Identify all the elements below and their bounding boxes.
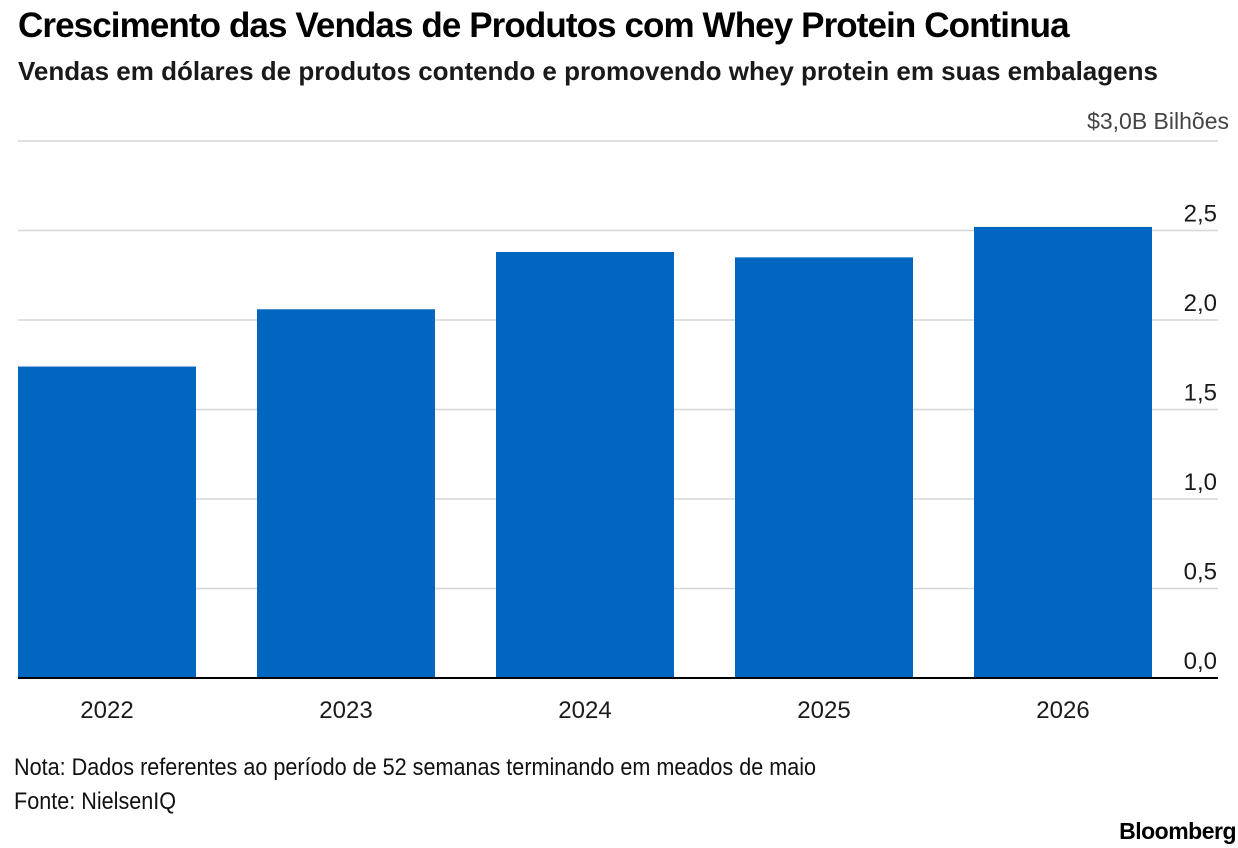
bar-2026 [974,226,1152,679]
y-axis-unit-label: $3,0B Bilhões [1087,108,1229,134]
bars [18,226,1152,679]
source-note: Fonte: NielsenIQ [14,788,177,815]
y-tick-label: 1,5 [1184,380,1217,407]
x-axis-tick-labels: 2022 2023 2024 2025 2026 [80,697,1089,724]
bar-chart: 0,0 0,5 1,0 1,5 2,0 2,5 $3,0B Bilhões 2022 2023… [18,108,1229,724]
y-tick-label: 2,5 [1184,201,1217,228]
bar-2025 [735,257,913,678]
bloomberg-logo: Bloomberg [1119,818,1236,844]
bar-2023 [257,309,435,678]
x-tick-label: 2025 [797,697,850,724]
y-axis-tick-labels: 0,0 0,5 1,0 1,5 2,0 2,5 $3,0B Bilhões [1087,108,1229,675]
chart-subtitle: Vendas em dólares de produtos contendo e… [18,56,1158,86]
x-tick-label: 2024 [558,697,611,724]
bar-2024 [496,251,674,679]
y-tick-label: 2,0 [1184,290,1217,317]
x-tick-label: 2023 [319,697,372,724]
footnote: Nota: Dados referentes ao período de 52 … [14,754,817,781]
y-tick-label: 0,5 [1184,559,1217,586]
chart-title: Crescimento das Vendas de Produtos com W… [18,6,1070,45]
bar-2022 [18,366,196,678]
y-tick-label: 0,0 [1184,648,1217,675]
x-tick-label: 2026 [1036,697,1089,724]
y-tick-label: 1,0 [1184,469,1217,496]
x-tick-label: 2022 [80,697,133,724]
